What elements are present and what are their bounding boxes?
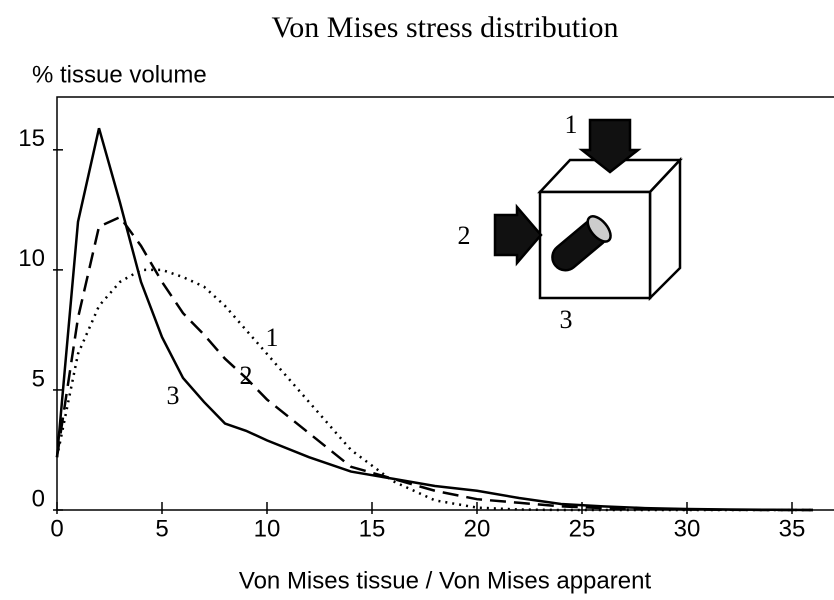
- x-tick-label: 0: [50, 515, 63, 542]
- y-tick-label: 10: [18, 245, 45, 272]
- diagram-label: 3: [560, 305, 573, 334]
- x-tick-label: 5: [155, 515, 168, 542]
- x-tick-label: 10: [254, 515, 281, 542]
- x-tick-label: 15: [359, 515, 386, 542]
- diagram-label: 2: [458, 221, 471, 250]
- series-line: [57, 217, 813, 510]
- y-tick-label: 5: [32, 365, 45, 392]
- x-tick-label: 35: [779, 515, 806, 542]
- cube-diagram: [495, 120, 680, 298]
- series-label: 2: [240, 361, 253, 390]
- series-line: [57, 128, 813, 510]
- x-axis-label: Von Mises tissue / Von Mises apparent: [239, 567, 652, 594]
- series-label: 1: [266, 323, 279, 352]
- y-axis-label: % tissue volume: [32, 61, 207, 88]
- x-tick-label: 25: [569, 515, 596, 542]
- x-tick-label: 30: [674, 515, 701, 542]
- chart: Von Mises stress distribution % tissue v…: [0, 0, 834, 600]
- y-tick-label: 15: [18, 125, 45, 152]
- chart-title: Von Mises stress distribution: [272, 11, 619, 44]
- y-tick-label: 0: [32, 485, 45, 512]
- series-label: 3: [167, 381, 180, 410]
- plot-frame: [57, 97, 834, 510]
- diagram-label: 1: [565, 110, 578, 139]
- x-tick-label: 20: [464, 515, 491, 542]
